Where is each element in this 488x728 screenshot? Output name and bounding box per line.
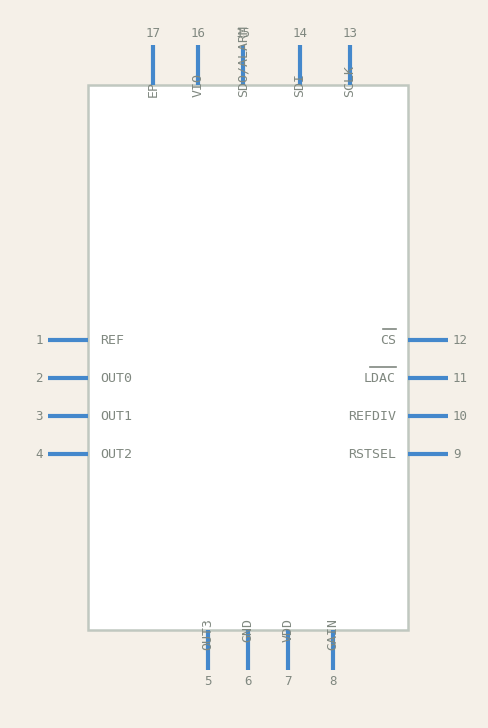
Text: VIO: VIO [191, 73, 204, 97]
Text: LDAC: LDAC [364, 371, 396, 384]
Text: OUT0: OUT0 [100, 371, 132, 384]
Text: 2: 2 [36, 371, 43, 384]
Text: OUT1: OUT1 [100, 409, 132, 422]
Text: 7: 7 [284, 675, 292, 688]
Text: SDI: SDI [293, 73, 306, 97]
Text: 3: 3 [36, 409, 43, 422]
Text: SDO/ALARM: SDO/ALARM [237, 25, 249, 97]
Text: 10: 10 [453, 409, 468, 422]
Text: 12: 12 [453, 333, 468, 347]
Text: 1: 1 [36, 333, 43, 347]
Text: 13: 13 [343, 27, 358, 40]
Text: EP: EP [146, 81, 160, 97]
Text: VDD: VDD [282, 618, 294, 642]
Text: RSTSEL: RSTSEL [348, 448, 396, 461]
Text: 9: 9 [453, 448, 461, 461]
Text: 14: 14 [292, 27, 307, 40]
Text: REF: REF [100, 333, 124, 347]
Bar [88, 85, 408, 630]
Text: 6: 6 [244, 675, 252, 688]
Text: SCLK: SCLK [344, 65, 357, 97]
Text: 17: 17 [145, 27, 161, 40]
Text: 15: 15 [236, 27, 250, 40]
Text: OUT2: OUT2 [100, 448, 132, 461]
Text: REFDIV: REFDIV [348, 409, 396, 422]
Text: 8: 8 [329, 675, 337, 688]
Text: 11: 11 [453, 371, 468, 384]
Text: 16: 16 [190, 27, 205, 40]
Text: CS: CS [380, 333, 396, 347]
Text: GAIN: GAIN [326, 618, 340, 650]
Text: GND: GND [242, 618, 255, 642]
Text: 5: 5 [204, 675, 212, 688]
Text: 4: 4 [36, 448, 43, 461]
Text: OUT3: OUT3 [202, 618, 215, 650]
